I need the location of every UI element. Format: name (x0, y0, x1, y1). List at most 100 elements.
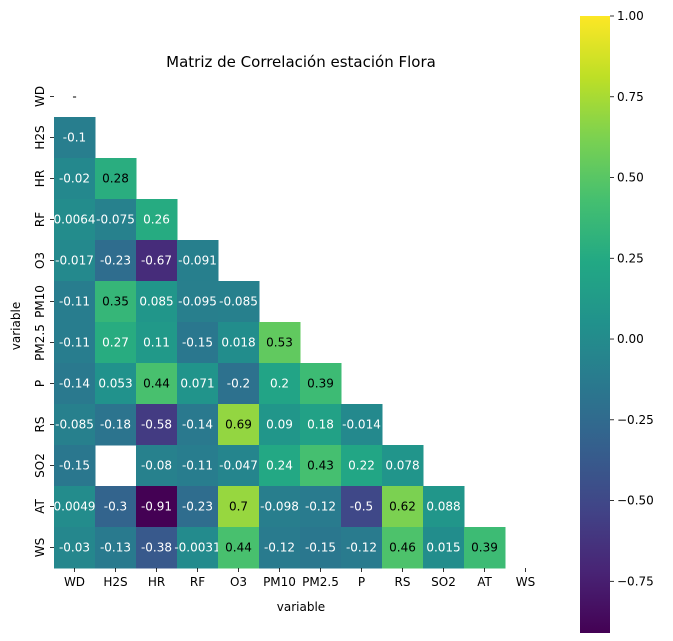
x-tick-label: WD (64, 575, 85, 589)
heatmap-cell-PM2.5-PM10 (259, 322, 301, 364)
cell-label-PM10-WD: -0.11 (59, 295, 90, 309)
heatmap-cell-PM10-H2S (95, 281, 137, 323)
heatmap-cell-AT-RF (177, 486, 219, 528)
heatmap-cell-SO2-HR (136, 445, 178, 487)
heatmap-cell-PM10-O3 (218, 281, 260, 323)
heatmap-cell-RS-PM10 (259, 404, 301, 446)
x-tick-label: H2S (103, 575, 127, 589)
cell-label-WS-AT: 0.39 (471, 541, 498, 555)
heatmap-cell-PM10-RF (177, 281, 219, 323)
cell-label-RF-WD: 0.0064 (54, 213, 96, 227)
y-tick-label: RF (33, 212, 47, 227)
x-tick-label: AT (477, 575, 492, 589)
cell-label-PM2.5-PM10: 0.53 (266, 336, 293, 350)
cell-label-O3-HR: -0.67 (141, 254, 172, 268)
cell-label-P-PM2.5: 0.39 (307, 377, 334, 391)
heatmap-cell-WS-RF (177, 527, 219, 569)
x-tick-label: PM10 (263, 575, 296, 589)
heatmap-cell-WS-O3 (218, 527, 260, 569)
heatmap-cell-AT-PM10 (259, 486, 301, 528)
cell-label-PM2.5-WD: -0.11 (59, 336, 90, 350)
heatmap-cell-AT-O3 (218, 486, 260, 528)
y-tick-label: WS (33, 538, 47, 557)
cell-label-P-WD: -0.14 (59, 377, 90, 391)
heatmap-cell-P-WD (54, 363, 96, 405)
heatmap-cell-WS-AT (464, 527, 506, 569)
cell-label-RS-O3: 0.69 (225, 418, 252, 432)
colorbar-tick-label: 1.00 (617, 9, 644, 23)
x-tick-label: P (358, 575, 365, 589)
cell-label-AT-O3: 0.7 (229, 500, 248, 514)
y-tick-label: RS (33, 417, 47, 433)
cell-label-WD-WD: - (72, 90, 76, 104)
cell-label-WS-P: -0.12 (346, 541, 377, 555)
heatmap-cell-P-O3 (218, 363, 260, 405)
heatmap-cell-RS-PM2.5 (300, 404, 342, 446)
cell-label-O3-H2S: -0.23 (100, 254, 131, 268)
cell-label-AT-WD: 0.0049 (54, 500, 96, 514)
y-tick-label: H2S (33, 125, 47, 149)
heatmap-cell-SO2-O3 (218, 445, 260, 487)
cell-label-WS-PM2.5: -0.15 (305, 541, 336, 555)
heatmap-cell-AT-WD (54, 486, 96, 528)
y-tick-label: PM2.5 (33, 324, 47, 361)
cell-label-PM2.5-RF: -0.15 (182, 336, 213, 350)
cell-label-SO2-HR: -0.08 (141, 459, 172, 473)
cell-label-P-RF: 0.071 (180, 377, 214, 391)
heatmap-cell-P-RF (177, 363, 219, 405)
heatmap-cell-SO2-PM2.5 (300, 445, 342, 487)
cell-label-PM2.5-O3: 0.018 (221, 336, 255, 350)
heatmap-cell-WS-H2S (95, 527, 137, 569)
heatmap-cell-SO2-RF (177, 445, 219, 487)
heatmap-cell-WS-SO2 (423, 527, 465, 569)
cell-label-SO2-PM10: 0.24 (266, 459, 293, 473)
heatmap-cell-PM10-WD (54, 281, 96, 323)
cell-label-P-H2S: 0.053 (98, 377, 132, 391)
cell-label-RS-PM10: 0.09 (266, 418, 293, 432)
heatmap-cell-AT-H2S (95, 486, 137, 528)
cell-label-AT-P: -0.5 (350, 500, 373, 514)
colorbar-tick-label: 0.25 (617, 251, 644, 265)
heatmap-cell-RF-H2S (95, 199, 137, 241)
y-tick-label: SO2 (33, 453, 47, 478)
heatmap-cell-O3-WD (54, 240, 96, 282)
heatmap-cell-P-PM2.5 (300, 363, 342, 405)
cell-label-RS-P: -0.014 (342, 418, 381, 432)
cell-label-SO2-RS: 0.078 (385, 459, 419, 473)
cell-label-AT-H2S: -0.3 (104, 500, 127, 514)
colorbar (580, 16, 610, 633)
heatmap-cell-WS-P (341, 527, 383, 569)
cell-label-WS-RF: -0.0031 (174, 541, 220, 555)
cell-label-RS-HR: -0.58 (141, 418, 172, 432)
heatmap-cell-SO2-PM10 (259, 445, 301, 487)
cell-label-PM10-O3: -0.085 (219, 295, 258, 309)
x-tick-label: WS (516, 575, 535, 589)
cell-label-PM10-RF: -0.095 (178, 295, 217, 309)
cell-label-SO2-O3: -0.047 (219, 459, 258, 473)
heatmap-cell-O3-RF (177, 240, 219, 282)
cell-label-SO2-RF: -0.11 (182, 459, 213, 473)
heatmap-cell-SO2-RS (382, 445, 424, 487)
colorbar-ticks: 1.00 0.75 0.50 0.25 0.00 −0.25 −0.50 −0.75 (610, 9, 654, 588)
heatmap-cell-O3-HR (136, 240, 178, 282)
cell-label-PM2.5-H2S: 0.27 (102, 336, 129, 350)
heatmap-cell-HR-WD (54, 158, 96, 200)
cell-label-RS-PM2.5: 0.18 (307, 418, 334, 432)
cell-label-RF-HR: 0.26 (143, 213, 170, 227)
heatmap-cell-HR-H2S (95, 158, 137, 200)
cell-label-WS-HR: -0.38 (141, 541, 172, 555)
y-tick-label: HR (33, 170, 47, 187)
x-tick-labels: WD H2S HR RF O3 PM10 PM2.5 P RS SO2 AT WS (64, 568, 535, 589)
heatmap-cell-O3-H2S (95, 240, 137, 282)
heatmap-cell-RF-HR (136, 199, 178, 241)
cell-label-WS-WD: -0.03 (59, 541, 90, 555)
cell-label-HR-H2S: 0.28 (102, 172, 129, 186)
heatmap-cell-P-PM10 (259, 363, 301, 405)
colorbar-tick-label: 0.00 (617, 332, 644, 346)
cell-label-AT-PM2.5: -0.12 (305, 500, 336, 514)
x-axis-label: variable (277, 600, 325, 614)
heatmap-cell-RS-H2S (95, 404, 137, 446)
heatmap-cell-RS-O3 (218, 404, 260, 446)
y-tick-label: WD (33, 86, 47, 107)
